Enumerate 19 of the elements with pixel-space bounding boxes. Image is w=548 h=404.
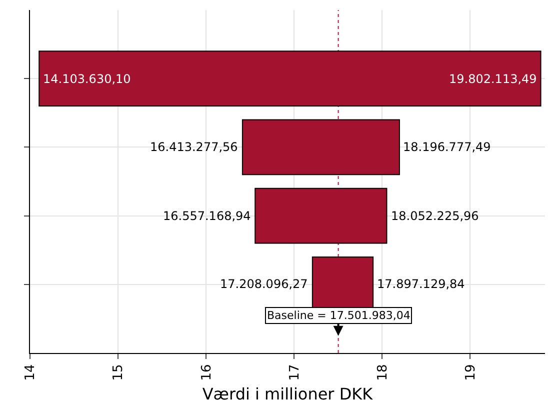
x-tick-label: 16	[199, 364, 214, 381]
annotation: 17.897.129,84	[377, 277, 465, 291]
bar	[254, 188, 388, 244]
annotation: 17.208.096,27	[220, 277, 308, 291]
annotation: 16.557.168,94	[163, 209, 251, 223]
ref-line-label: Baseline = 17.501.983,04	[267, 309, 410, 322]
x-tick-label: 19	[463, 364, 478, 381]
annotation: 19.802.113,49	[449, 72, 537, 86]
x-tick-label: 15	[111, 364, 126, 381]
x-tick-label: 14	[23, 364, 38, 381]
annotation: 18.052.225,96	[391, 209, 479, 223]
x-tick-label: 18	[375, 364, 390, 381]
bar	[38, 50, 542, 107]
annotation: 14.103.630,10	[43, 72, 131, 86]
x-tick-label: 17	[287, 364, 302, 381]
annotation: 18.196.777,49	[403, 140, 491, 154]
x-axis-title: Værdi i millioner DKK	[202, 384, 374, 404]
annotation: 16.413.277,56	[150, 140, 238, 154]
bar	[242, 119, 400, 176]
